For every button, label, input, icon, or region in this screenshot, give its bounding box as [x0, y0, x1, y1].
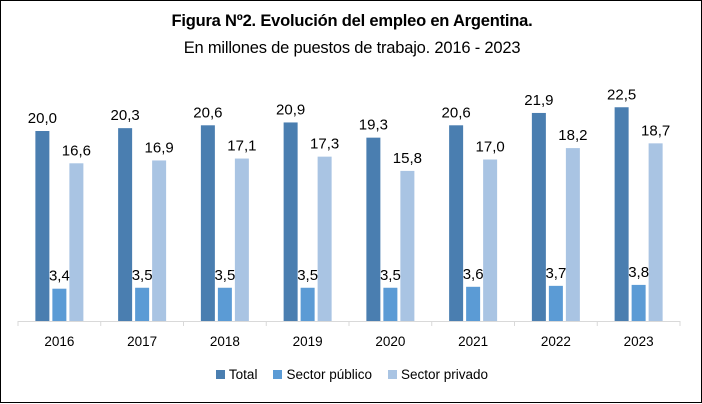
data-label: 16,9 — [145, 139, 174, 156]
bar-sector-privado-2017 — [152, 160, 167, 321]
x-tick-label: 2022 — [541, 334, 571, 349]
bar-sector-público-2020 — [383, 287, 398, 321]
x-tick-label: 2020 — [375, 334, 405, 349]
bar-sector-privado-2018 — [234, 158, 249, 321]
data-label: 18,7 — [641, 122, 670, 139]
bar-sector-privado-2016 — [69, 163, 84, 321]
data-label: 3,5 — [132, 267, 153, 284]
x-tick-label: 2023 — [624, 334, 654, 349]
data-label: 20,3 — [111, 107, 140, 124]
bar-sector-privado-2021 — [483, 159, 498, 321]
data-label: 20,9 — [276, 101, 305, 118]
data-label: 20,0 — [28, 110, 57, 127]
data-label: 20,6 — [442, 104, 471, 121]
x-tick-label: 2021 — [458, 334, 488, 349]
bar-sector-privado-2020 — [400, 170, 415, 321]
bar-sector-público-2022 — [548, 285, 563, 321]
legend-swatch — [273, 370, 283, 379]
legend-swatch — [215, 370, 225, 379]
bar-sector-privado-2023 — [648, 143, 663, 321]
bar-sector-público-2019 — [300, 287, 315, 321]
data-label: 17,3 — [310, 136, 339, 153]
data-label: 17,0 — [476, 139, 505, 156]
chart-subtitle: En millones de puestos de trabajo. 2016 … — [183, 39, 521, 57]
bar-total-2019 — [283, 122, 298, 321]
bar-sector-privado-2019 — [317, 156, 332, 321]
bar-total-2016 — [35, 131, 50, 321]
bar-sector-público-2021 — [466, 286, 481, 321]
bar-total-2021 — [449, 125, 464, 321]
data-label: 19,3 — [359, 117, 388, 134]
bar-sector-público-2016 — [52, 288, 67, 321]
legend-label: Sector privado — [401, 367, 489, 382]
data-label: 22,5 — [607, 86, 636, 103]
chart-legend: Total Sector público Sector privado — [1, 367, 702, 382]
x-tick-label: 2018 — [210, 334, 240, 349]
legend-item: Sector público — [273, 367, 372, 382]
data-label: 3,5 — [380, 267, 401, 284]
bar-sector-público-2018 — [217, 287, 232, 321]
bar-total-2022 — [531, 112, 546, 321]
legend-label: Sector público — [286, 367, 373, 382]
data-label: 3,5 — [297, 267, 318, 284]
data-label: 3,4 — [49, 268, 70, 285]
legend-label: Total — [228, 367, 258, 382]
data-label: 15,8 — [393, 150, 422, 167]
chart-title: Figura Nº2. Evolución del empleo en Arge… — [171, 12, 533, 30]
legend-swatch — [388, 370, 398, 379]
data-label: 20,6 — [193, 104, 222, 121]
data-label: 3,8 — [628, 264, 649, 281]
legend-item: Sector privado — [388, 367, 488, 382]
legend-item: Total — [215, 367, 258, 382]
x-tick-label: 2017 — [127, 334, 157, 349]
bar-total-2017 — [118, 128, 133, 321]
bar-sector-privado-2022 — [565, 148, 580, 321]
bar-sector-público-2017 — [135, 287, 150, 321]
data-label: 3,7 — [545, 265, 566, 282]
bar-total-2020 — [366, 137, 381, 321]
bar-total-2018 — [200, 125, 215, 321]
x-tick-label: 2019 — [293, 334, 323, 349]
data-label: 3,6 — [463, 266, 484, 283]
data-label: 18,2 — [558, 127, 587, 144]
data-label: 16,6 — [62, 142, 91, 159]
bar-sector-público-2023 — [631, 284, 646, 321]
data-label: 21,9 — [524, 92, 553, 109]
data-label: 17,1 — [227, 138, 256, 155]
bar-total-2023 — [614, 107, 629, 321]
data-label: 3,5 — [214, 267, 235, 284]
x-tick-label: 2016 — [44, 334, 74, 349]
